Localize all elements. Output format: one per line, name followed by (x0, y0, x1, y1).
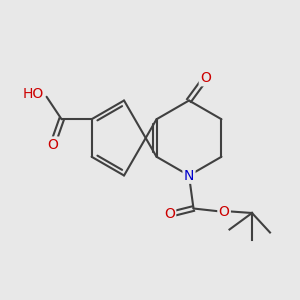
Text: O: O (200, 71, 211, 85)
Text: O: O (164, 208, 175, 221)
Text: O: O (219, 205, 230, 218)
Text: N: N (184, 169, 194, 182)
Text: O: O (47, 138, 58, 152)
Text: HO: HO (22, 87, 44, 101)
